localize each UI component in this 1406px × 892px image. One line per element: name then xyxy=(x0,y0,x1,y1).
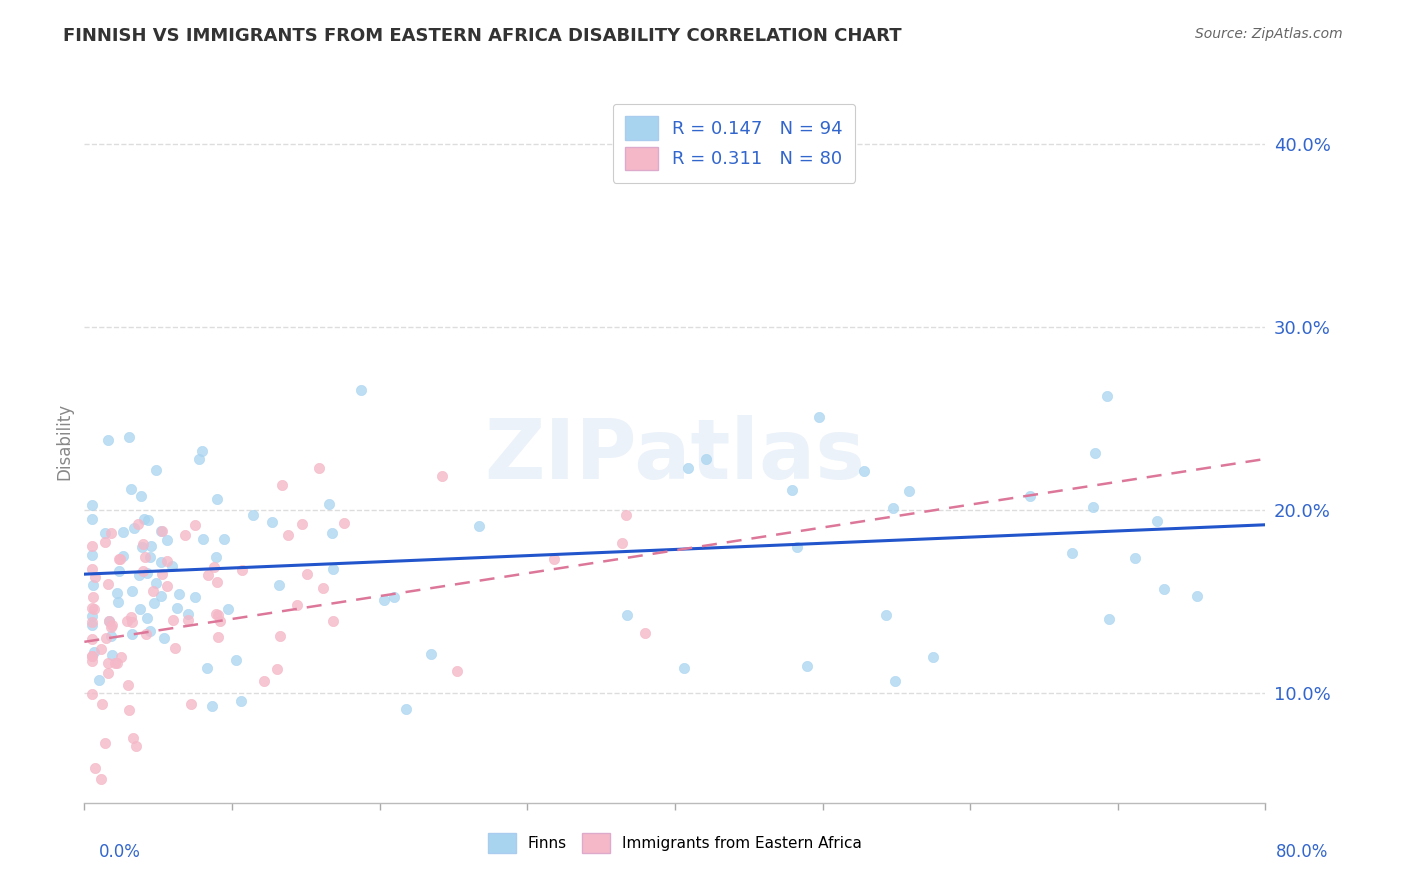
Point xyxy=(97,656,120,670)
Point xyxy=(1187,590,1209,604)
Point xyxy=(127,516,149,531)
Point xyxy=(117,677,139,691)
Point xyxy=(242,508,264,522)
Point xyxy=(110,650,132,665)
Point xyxy=(1060,546,1083,560)
Point xyxy=(132,512,155,526)
Point xyxy=(269,578,291,592)
Point xyxy=(173,528,195,542)
Point xyxy=(1146,514,1168,528)
Point xyxy=(676,461,699,475)
Point xyxy=(201,698,224,713)
Point xyxy=(191,532,214,546)
Point xyxy=(673,661,696,675)
Point xyxy=(80,649,103,664)
Point xyxy=(150,555,173,569)
Point xyxy=(295,567,318,582)
Point xyxy=(145,576,167,591)
Point xyxy=(141,539,163,553)
Point xyxy=(121,615,143,630)
Point xyxy=(80,600,103,615)
Point xyxy=(166,601,188,615)
Y-axis label: Disability: Disability xyxy=(55,403,73,480)
Point xyxy=(884,673,907,688)
Point xyxy=(808,409,831,424)
Point xyxy=(853,464,876,478)
Point xyxy=(333,516,356,531)
Point xyxy=(128,567,150,582)
Point xyxy=(350,383,373,397)
Point xyxy=(135,627,157,641)
Point xyxy=(136,513,159,527)
Text: 0.0%: 0.0% xyxy=(98,843,141,861)
Point xyxy=(308,461,330,475)
Point xyxy=(634,625,657,640)
Point xyxy=(446,664,468,678)
Point xyxy=(373,593,395,607)
Point xyxy=(266,662,288,676)
Point xyxy=(786,540,808,554)
Point xyxy=(149,589,172,603)
Point xyxy=(180,697,202,711)
Point xyxy=(285,598,308,612)
Point xyxy=(97,576,120,591)
Point xyxy=(132,536,155,550)
Point xyxy=(149,524,172,539)
Point xyxy=(83,602,105,616)
Point xyxy=(395,702,418,716)
Point xyxy=(162,613,184,627)
Point xyxy=(80,512,103,526)
Point xyxy=(229,694,252,708)
Point xyxy=(80,608,103,623)
Point xyxy=(107,595,129,609)
Point xyxy=(97,614,120,628)
Point xyxy=(128,601,150,615)
Point xyxy=(177,613,200,627)
Point xyxy=(1081,500,1104,514)
Point xyxy=(225,653,247,667)
Point xyxy=(160,559,183,574)
Point xyxy=(112,549,135,563)
Point xyxy=(184,518,207,533)
Point xyxy=(118,429,141,443)
Point xyxy=(105,656,128,670)
Point xyxy=(122,520,145,534)
Point xyxy=(118,703,141,717)
Point xyxy=(165,641,187,656)
Point xyxy=(322,561,344,575)
Point xyxy=(110,551,132,566)
Point xyxy=(184,590,207,604)
Point xyxy=(207,607,229,622)
Point xyxy=(898,483,921,498)
Point xyxy=(125,739,148,753)
Point xyxy=(129,489,152,503)
Point xyxy=(205,574,228,589)
Point xyxy=(143,596,166,610)
Point xyxy=(610,535,633,549)
Point xyxy=(80,562,103,576)
Point xyxy=(382,590,405,604)
Point xyxy=(291,517,314,532)
Point xyxy=(90,642,112,657)
Point xyxy=(882,501,904,516)
Point xyxy=(120,482,142,496)
Point xyxy=(134,549,156,564)
Point xyxy=(197,568,219,582)
Point xyxy=(105,585,128,599)
Text: Source: ZipAtlas.com: Source: ZipAtlas.com xyxy=(1195,27,1343,41)
Point xyxy=(177,607,200,622)
Point xyxy=(89,673,111,687)
Point xyxy=(167,587,190,601)
Point xyxy=(101,648,124,663)
Point xyxy=(269,629,291,643)
Point xyxy=(209,614,232,628)
Point xyxy=(318,497,340,511)
Point xyxy=(80,615,103,629)
Point xyxy=(780,483,803,498)
Point xyxy=(197,661,219,675)
Point xyxy=(875,608,897,623)
Point xyxy=(104,656,127,670)
Point xyxy=(131,541,153,555)
Point xyxy=(120,610,142,624)
